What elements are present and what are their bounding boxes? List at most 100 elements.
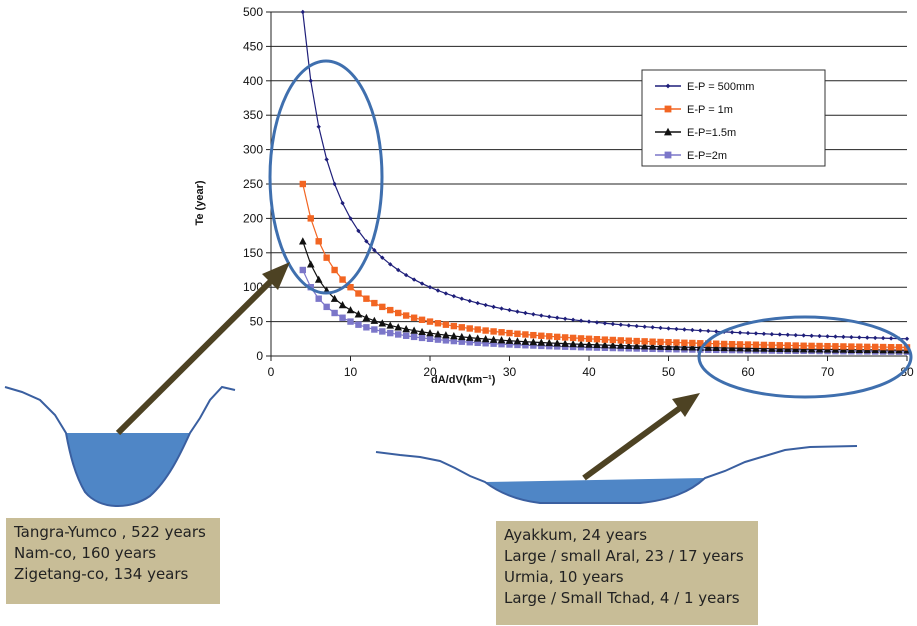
- data-point: [473, 334, 482, 342]
- data-point: [650, 325, 655, 330]
- x-tick-label: 10: [344, 365, 358, 379]
- data-point: [354, 310, 363, 318]
- data-point: [426, 318, 434, 325]
- series-group: [299, 9, 911, 355]
- data-point: [426, 335, 434, 342]
- data-point: [666, 326, 671, 331]
- data-point: [498, 340, 505, 348]
- data-point: [672, 342, 681, 351]
- data-point: [530, 331, 537, 339]
- y-tick-label: 200: [243, 211, 263, 225]
- data-point: [332, 181, 337, 187]
- data-point: [546, 342, 553, 350]
- data-point: [569, 339, 577, 348]
- data-point: [372, 247, 377, 253]
- x-tick-label: 50: [662, 365, 676, 379]
- data-point: [395, 331, 402, 338]
- data-point: [873, 335, 878, 341]
- data-point: [458, 332, 466, 341]
- data-point: [649, 338, 656, 345]
- data-point: [410, 314, 418, 321]
- data-point: [324, 157, 329, 162]
- data-point: [729, 330, 735, 335]
- data-point: [728, 344, 736, 352]
- data-point: [515, 309, 520, 314]
- data-point: [419, 281, 425, 286]
- data-point: [537, 338, 546, 346]
- x-tick-label: 80: [900, 365, 914, 379]
- y-tick-label: 350: [243, 108, 263, 122]
- data-point: [475, 300, 480, 306]
- data-point: [363, 324, 370, 331]
- data-point: [450, 322, 458, 330]
- data-point: [832, 343, 839, 350]
- data-point: [665, 339, 672, 346]
- y-tick-label: 500: [243, 5, 263, 19]
- data-point: [904, 336, 910, 341]
- data-point: [371, 326, 378, 333]
- data-point: [824, 342, 831, 350]
- data-point: [387, 329, 394, 337]
- data-point: [482, 340, 489, 347]
- data-point: [522, 342, 529, 349]
- data-point: [315, 238, 322, 245]
- data-point: [458, 338, 465, 345]
- data-point: [690, 327, 695, 333]
- data-point: [323, 303, 330, 311]
- x-axis-label: dA/dV(km⁻¹): [431, 374, 496, 386]
- data-point: [346, 306, 355, 314]
- data-point: [634, 323, 639, 329]
- data-point: [841, 334, 846, 340]
- data-point: [443, 291, 449, 296]
- data-point: [624, 341, 633, 350]
- data-point: [403, 272, 409, 278]
- data-point: [888, 336, 894, 341]
- data-point: [402, 325, 410, 333]
- data-point: [418, 316, 426, 324]
- y-tick-label: 400: [243, 74, 263, 88]
- data-point: [585, 340, 593, 348]
- data-point: [299, 266, 306, 274]
- data-point: [347, 284, 354, 291]
- data-point: [626, 323, 631, 328]
- data-point: [720, 340, 728, 348]
- legend-entry: E-P = 500mm: [655, 81, 754, 93]
- data-point: [578, 318, 584, 323]
- data-point: [387, 306, 394, 314]
- data-point: [706, 328, 711, 334]
- data-point: [507, 307, 512, 313]
- legend-marker: [664, 127, 672, 136]
- data-point: [785, 332, 790, 338]
- data-point: [570, 317, 576, 323]
- data-point: [760, 344, 768, 352]
- data-point: [490, 340, 497, 347]
- data-point: [768, 344, 776, 352]
- data-point: [698, 328, 703, 333]
- legend-label: E-P=2m: [687, 150, 727, 162]
- data-point: [442, 337, 450, 344]
- data-point: [547, 314, 552, 319]
- data-point: [736, 344, 744, 352]
- data-point: [364, 239, 369, 244]
- data-point: [609, 341, 617, 349]
- data-point: [380, 255, 385, 260]
- data-point: [689, 339, 696, 347]
- data-point: [538, 332, 545, 339]
- data-point: [513, 337, 522, 345]
- data-point: [632, 342, 641, 350]
- data-point: [648, 342, 657, 350]
- data-point: [737, 330, 743, 335]
- axes: [266, 11, 908, 361]
- data-point: [586, 319, 592, 324]
- legend-entry: E-P=2m: [655, 150, 727, 162]
- data-point: [752, 341, 760, 348]
- data-point: [793, 332, 798, 338]
- data-point: [562, 316, 568, 321]
- data-point: [849, 334, 854, 340]
- data-point: [506, 329, 513, 337]
- data-point: [450, 332, 458, 340]
- data-point: [744, 344, 752, 352]
- data-point: [363, 295, 370, 302]
- x-tick-label: 30: [503, 365, 517, 379]
